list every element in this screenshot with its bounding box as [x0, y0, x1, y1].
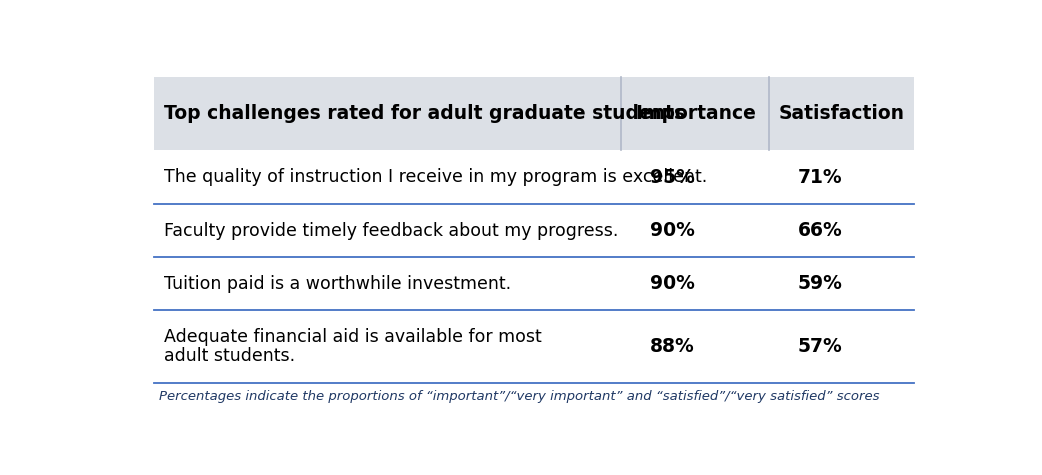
Text: 88%: 88%: [649, 337, 694, 356]
Text: 90%: 90%: [649, 221, 694, 240]
Text: 90%: 90%: [649, 275, 694, 294]
Bar: [154, 257, 914, 311]
Bar: [154, 150, 914, 204]
Text: Percentages indicate the proportions of “important”/“very important” and “satisf: Percentages indicate the proportions of …: [158, 390, 879, 403]
Text: 71%: 71%: [797, 168, 842, 187]
Bar: [154, 77, 914, 150]
Text: The quality of instruction I receive in my program is excellent.: The quality of instruction I receive in …: [165, 168, 708, 186]
Text: Adequate financial aid is available for most: Adequate financial aid is available for …: [165, 328, 542, 346]
Text: adult students.: adult students.: [165, 347, 295, 365]
Text: Tuition paid is a worthwhile investment.: Tuition paid is a worthwhile investment.: [165, 275, 512, 293]
Text: Importance: Importance: [635, 104, 755, 123]
Text: Top challenges rated for adult graduate students: Top challenges rated for adult graduate …: [165, 104, 686, 123]
Text: 59%: 59%: [797, 275, 843, 294]
Text: 66%: 66%: [797, 221, 842, 240]
Text: Faculty provide timely feedback about my progress.: Faculty provide timely feedback about my…: [165, 222, 619, 240]
Bar: [154, 311, 914, 383]
Bar: [154, 204, 914, 257]
Text: 95%: 95%: [649, 168, 694, 187]
Text: Satisfaction: Satisfaction: [778, 104, 904, 123]
Text: 57%: 57%: [797, 337, 842, 356]
